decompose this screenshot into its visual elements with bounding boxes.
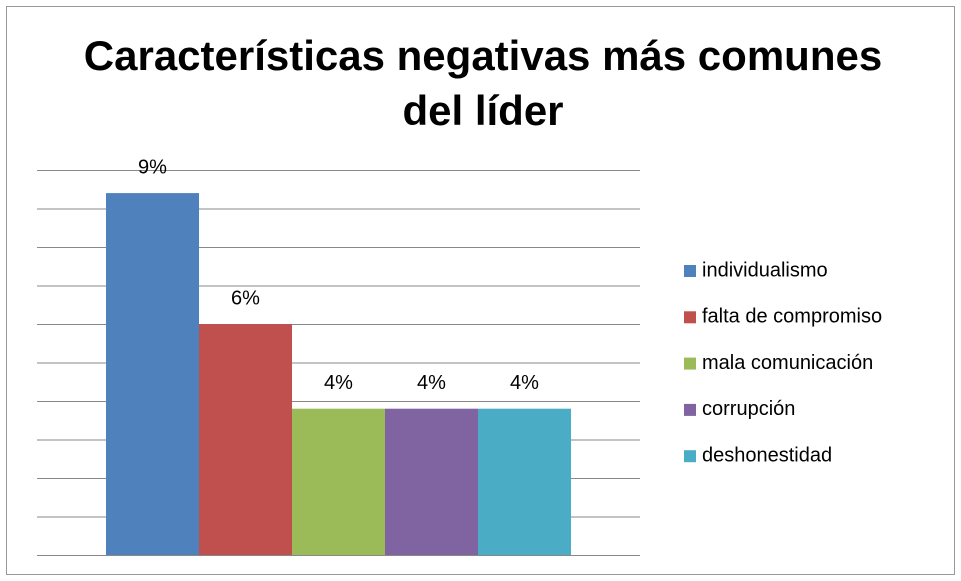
chart-border	[6, 6, 955, 575]
data-label: 4%	[324, 372, 353, 394]
bar	[478, 408, 571, 555]
data-label: 4%	[510, 372, 539, 394]
legend-swatch	[684, 357, 696, 370]
legend-label: deshonestidad	[702, 444, 832, 466]
bar	[292, 408, 385, 555]
chart-title: Características negativas más comunes de…	[83, 32, 883, 134]
legend-label: individualismo	[702, 259, 828, 281]
bar	[199, 324, 292, 555]
legend-swatch	[684, 450, 696, 463]
legend-label: corrupción	[702, 398, 795, 420]
legend-swatch	[684, 403, 696, 416]
bar	[385, 408, 478, 555]
legend-label: falta de compromiso	[702, 306, 882, 328]
data-label: 4%	[417, 372, 446, 394]
legend-label: mala comunicación	[702, 352, 873, 374]
bar	[106, 193, 199, 555]
legend-swatch	[684, 311, 696, 324]
data-label: 9%	[138, 156, 167, 178]
data-label: 6%	[231, 287, 260, 309]
legend-swatch	[684, 265, 696, 277]
